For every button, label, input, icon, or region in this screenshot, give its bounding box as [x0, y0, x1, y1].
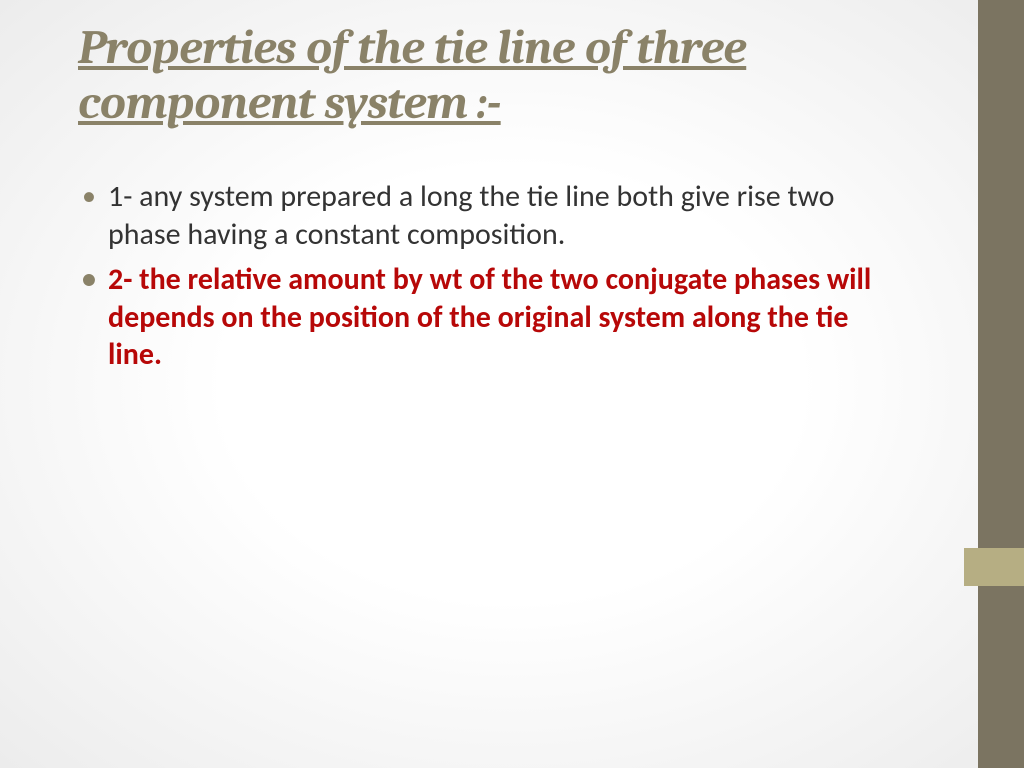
list-item-text: 1- any system prepared a long the tie li…: [108, 178, 835, 253]
side-accent: [964, 548, 1024, 586]
list-item-text: 2- the relative amount by wt of the two …: [108, 261, 871, 373]
bullet-list: 1- any system prepared a long the tie li…: [78, 178, 898, 374]
list-item: 1- any system prepared a long the tie li…: [78, 178, 898, 253]
list-item: 2- the relative amount by wt of the two …: [78, 261, 898, 374]
slide-content: Properties of the tie line of three comp…: [78, 20, 898, 382]
side-stripe: [978, 0, 1024, 768]
slide-title: Properties of the tie line of three comp…: [78, 20, 898, 130]
slide: Properties of the tie line of three comp…: [0, 0, 1024, 768]
